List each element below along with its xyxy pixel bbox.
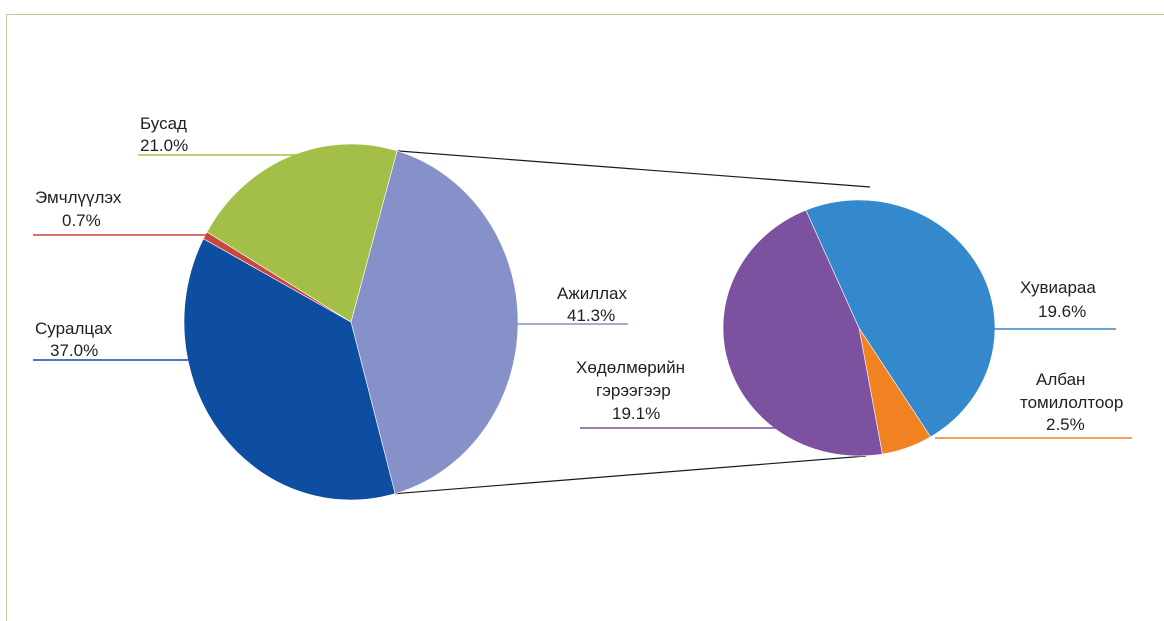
label-emchluulekh-value: 0.7% [62,211,101,230]
main-pie-slice-суралцах [183,238,396,501]
connector-line-top [396,150,871,188]
label-khudulmur-line1: Хөдөлмөрийн [576,358,685,377]
breakdown-pie [722,199,996,457]
breakdown-pie-slice-хувиараа [805,199,996,438]
label-khudulmur-value: 19.1% [612,404,660,423]
chart-frame [6,14,1164,621]
label-emchluulekh-name: Эмчлүүлэх [35,188,122,207]
label-alban-value: 2.5% [1046,415,1085,434]
main-pie [183,143,519,501]
label-ajillakh-name: Ажиллах [557,284,628,303]
label-alban-line2: томилолтоор [1020,393,1123,412]
label-busad-value: 21.0% [140,136,188,155]
label-khudulmur-line2: гэрээгээр [596,381,671,400]
main-pie-slice-бусад [206,143,398,323]
leader-lines [33,154,1132,439]
label-suraltsakh-name: Суралцах [35,319,113,338]
connector-lines [395,150,871,495]
connector-line-bottom [395,455,867,495]
label-suraltsakh-value: 37.0% [50,341,98,360]
label-khuviaraa-value: 19.6% [1038,302,1086,321]
main-pie-slice-ажиллах [350,150,519,495]
label-busad-name: Бусад [140,114,187,133]
label-alban-line1: Албан [1036,370,1085,389]
label-ajillakh-value: 41.3% [567,306,615,325]
label-khuviaraa-name: Хувиараа [1020,278,1096,297]
breakdown-pie-slice-хөдөлмөрийн-гэрээгээр [722,209,883,457]
